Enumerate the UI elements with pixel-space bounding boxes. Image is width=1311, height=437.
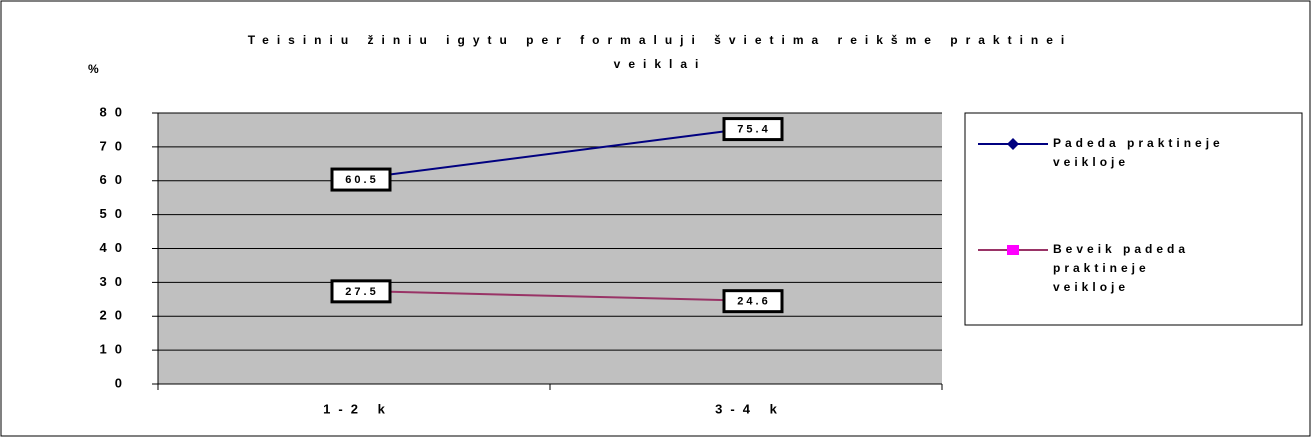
data-label: 60.5 [345,174,378,186]
y-tick-label: 80 [100,104,130,119]
y-axis-label: % [88,62,99,76]
data-label-box [330,279,392,304]
chart-title: Teisiniu žiniu igytu per formaluji šviet… [247,33,1073,71]
y-tick-label: 60 [100,172,130,187]
x-tick-label: 1-2 k [323,401,393,416]
y-tick-label: 40 [100,240,130,255]
legend-marker [1007,245,1019,255]
data-label-box [722,117,784,142]
legend-label: Padeda praktineje veikloje [1053,136,1224,169]
y-tick-label: 70 [100,138,130,153]
data-label-box [722,289,784,314]
series-line [353,127,747,181]
data-label-box [330,167,392,192]
legend-label: Beveik padeda praktineje veikloje [1053,242,1190,294]
y-tick-label: 10 [100,342,130,357]
data-label: 75.4 [737,123,770,135]
legend-marker [1007,138,1019,150]
data-label: 27.5 [345,286,378,298]
y-tick-label: 50 [100,206,130,221]
x-tick-label: 3-4 k [715,401,785,416]
data-label: 24.6 [737,296,770,308]
y-tick-label: 0 [115,375,130,390]
legend-box [964,112,1303,326]
y-tick-label: 30 [100,274,130,289]
series-line [353,289,747,302]
y-tick-label: 20 [100,308,130,323]
